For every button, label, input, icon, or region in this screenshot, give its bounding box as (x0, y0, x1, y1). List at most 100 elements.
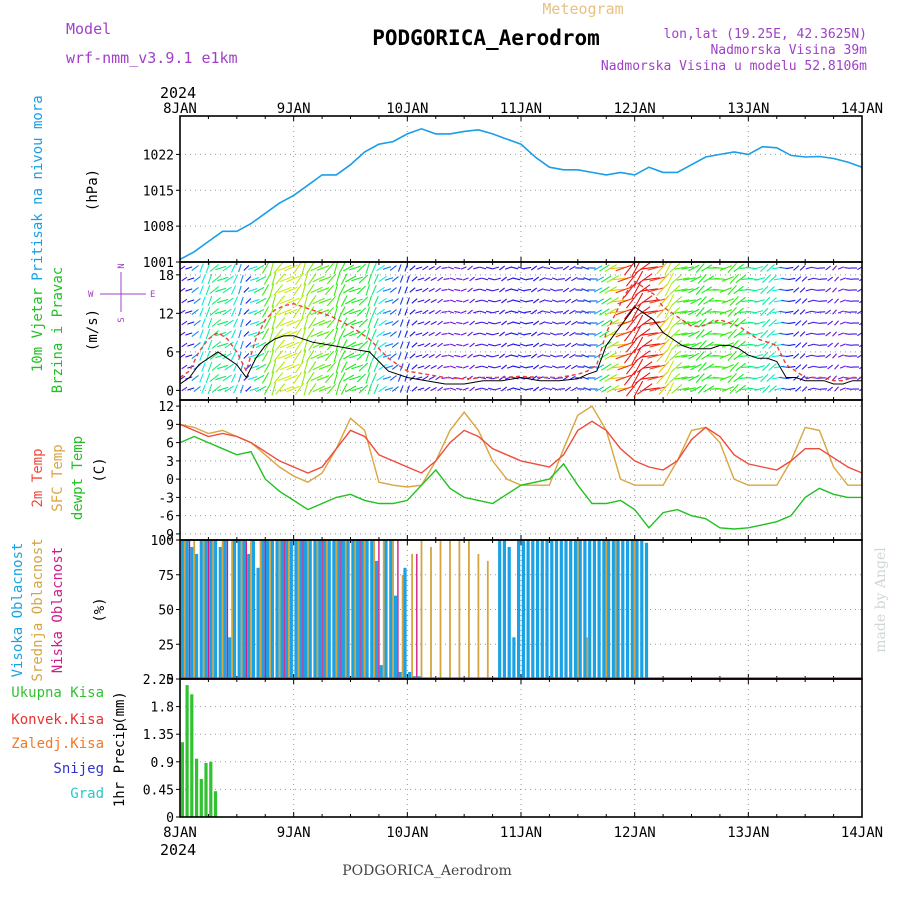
wind-arrow (793, 287, 800, 293)
wind-arrow (697, 362, 707, 372)
high-cloud-bar (204, 540, 208, 679)
wind-arrow (729, 274, 739, 284)
high-cloud-bar (630, 540, 634, 679)
wind-arrow (649, 320, 666, 326)
wind-arrow (595, 320, 605, 326)
wind-arrow (269, 283, 275, 297)
wind-arrow (349, 353, 361, 359)
wind-arrow (768, 385, 777, 393)
wind-arrow (569, 331, 576, 337)
wind-arrow (233, 296, 239, 306)
wind-arrow (294, 360, 304, 374)
wind-arrow (224, 275, 234, 283)
wind-arrow (238, 307, 242, 317)
wind-arrow (376, 308, 385, 316)
wind-arrow (513, 321, 521, 325)
wind-arrow (601, 385, 612, 393)
wind-arrow (284, 308, 298, 316)
wind-arrow (373, 295, 379, 307)
wind-arrow (688, 286, 700, 294)
wind-arrow (199, 373, 204, 383)
mid-cloud-bar (401, 574, 404, 680)
wind-arrow (543, 266, 551, 270)
wind-arrow (356, 307, 367, 317)
wind-arrow (415, 332, 423, 336)
wind-arrow (312, 275, 325, 283)
wind-arrow (199, 307, 204, 317)
wind-arrow (599, 308, 610, 316)
wind-arrow (846, 322, 853, 324)
high-cloud-label: Visoka Oblacnost (10, 543, 26, 678)
wind-arrow (449, 299, 456, 303)
wind-arrow (441, 355, 448, 357)
high-cloud-bar (232, 540, 237, 679)
wind-arrow (549, 332, 557, 336)
wind-arrow (211, 297, 222, 305)
wind-arrow (623, 326, 636, 342)
wind-arrow (633, 358, 644, 376)
wind-arrow (318, 276, 332, 282)
wind-arrow (719, 331, 732, 337)
wind-arrow (762, 296, 771, 306)
wind-arrow (617, 319, 634, 327)
year-label-bottom: 2024 (160, 841, 196, 859)
wind-arrow (642, 343, 660, 347)
high-cloud-bar (346, 540, 350, 679)
wind-arrow (656, 350, 668, 362)
mid-cloud-bar (468, 540, 470, 679)
wind-arrow (308, 339, 317, 351)
wind-arrow (551, 321, 559, 325)
wind-arrow (294, 294, 304, 308)
wind-arrow (519, 387, 527, 391)
wind-arrow (487, 321, 495, 325)
wind-arrow (250, 364, 260, 370)
wind-arrow (447, 288, 454, 292)
wind-arrow (617, 341, 634, 349)
wind-arrow (735, 274, 746, 284)
wind-arrow (609, 266, 625, 270)
wind-arrow (647, 309, 664, 315)
wind-arrow (215, 309, 227, 315)
wind-arrow (338, 306, 346, 318)
wind-arrow (658, 317, 670, 329)
wind-arrow (814, 365, 821, 369)
wind-unit: (m/s) (85, 309, 101, 351)
wind-arrow (562, 309, 570, 315)
wind-arrow (404, 374, 408, 382)
wind-arrow (633, 270, 644, 288)
wind-arrow (647, 375, 664, 381)
wind-arrow (207, 317, 213, 329)
wind-arrow (345, 275, 357, 283)
wind-arrow (349, 265, 361, 271)
wind-arrow (611, 321, 627, 325)
wind-arrow (399, 275, 404, 283)
wind-arrow (513, 387, 521, 391)
wind-arrow (207, 273, 213, 285)
wind-arrow (695, 263, 705, 273)
wind-arrow (191, 374, 199, 382)
high-cloud-bar (275, 540, 279, 679)
wind-arrow (222, 352, 232, 360)
wind-arrow (615, 330, 632, 338)
compass-n: N (117, 263, 127, 268)
wind-arrow (447, 354, 454, 358)
wind-arrow (415, 310, 423, 314)
mid-cloud-bar (221, 540, 224, 679)
wind-arrow (303, 382, 309, 396)
wind-arrow (462, 365, 469, 369)
wind-arrow (859, 278, 862, 282)
wind-arrow (437, 386, 444, 392)
wind-arrow (825, 265, 832, 271)
pressure-axis-label: Pritisak na nivou mora (30, 95, 46, 280)
wind-arrow (424, 320, 431, 326)
wind-arrow (593, 331, 603, 337)
wind-arrow (593, 309, 603, 315)
wind-arrow (351, 276, 363, 282)
wind-arrow (324, 350, 335, 362)
wind-arrow (814, 321, 821, 325)
wind-arrow (760, 285, 769, 295)
wind-arrow (411, 386, 418, 392)
wind-arrow (814, 387, 821, 391)
wind-arrow (846, 300, 853, 302)
wind-arrow (209, 352, 220, 360)
